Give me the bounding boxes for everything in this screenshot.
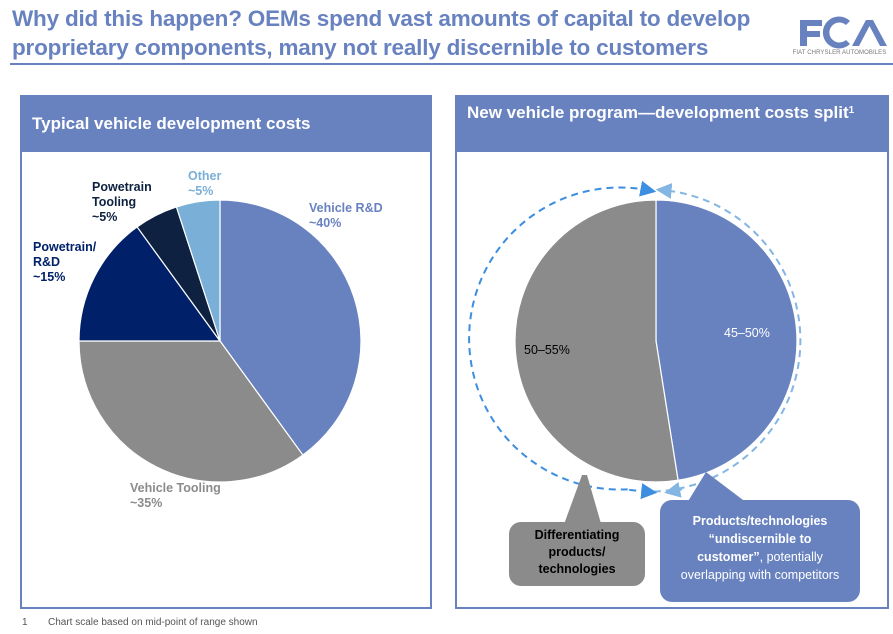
pie-slice-differentiating xyxy=(514,199,679,483)
label-powertrain-tooling: Powetrain Tooling ~5% xyxy=(92,180,152,224)
callout-differentiating: Differentiating products/ technologies xyxy=(509,522,645,586)
arrow-bottom-right xyxy=(664,481,683,498)
dashed-arc-differentiating xyxy=(468,180,657,491)
pie-slice-other xyxy=(175,199,221,342)
panel-program-split: New vehicle program—development costs sp… xyxy=(455,95,889,609)
panel-typical-costs: Typical vehicle development costs Vehicl… xyxy=(20,95,432,609)
fca-logo-icon xyxy=(800,16,887,49)
arrow-bottom-left xyxy=(629,483,658,500)
pie-slice-vehicle-r-d xyxy=(219,199,362,456)
label-other: Other ~5% xyxy=(188,169,222,198)
pie-slice-undiscernible xyxy=(655,199,798,481)
label-powertrain-rd: Powetrain/R&D ~15% xyxy=(33,240,97,284)
pie-chart-typical-costs xyxy=(78,199,362,483)
callout-pointer-blue xyxy=(687,472,747,503)
page-title: Why did this happen? OEMs spend vast amo… xyxy=(12,6,751,60)
label-vehicle-rd: Vehicle R&D ~40% xyxy=(309,201,383,230)
label-undiscernible-pct: 45–50% xyxy=(724,326,770,340)
pie-slice-powetrain-r-d xyxy=(78,226,222,342)
callout-undiscernible: Products/technologies “undiscernible to … xyxy=(660,500,860,602)
logo-subtitle: FIAT CHRYSLER AUTOMOBILES xyxy=(792,50,887,56)
panel-title: Typical vehicle development costs xyxy=(22,97,430,152)
footnote: 1 Chart scale based on mid-point of range… xyxy=(22,617,258,628)
label-differentiating-pct: 50–55% xyxy=(524,343,570,357)
label-vehicle-tooling: Vehicle Tooling ~35% xyxy=(130,481,221,510)
callout-pointer-gray xyxy=(563,475,602,527)
panel-title: New vehicle program—development costs sp… xyxy=(457,97,887,152)
dashed-arc-undiscernible xyxy=(641,182,802,493)
pie-slice-vehicle-tooling xyxy=(78,340,304,483)
fca-logo: FIAT CHRYSLER AUTOMOBILES xyxy=(786,14,893,58)
pie-chart-program-split xyxy=(468,180,802,527)
title-divider xyxy=(10,63,893,65)
